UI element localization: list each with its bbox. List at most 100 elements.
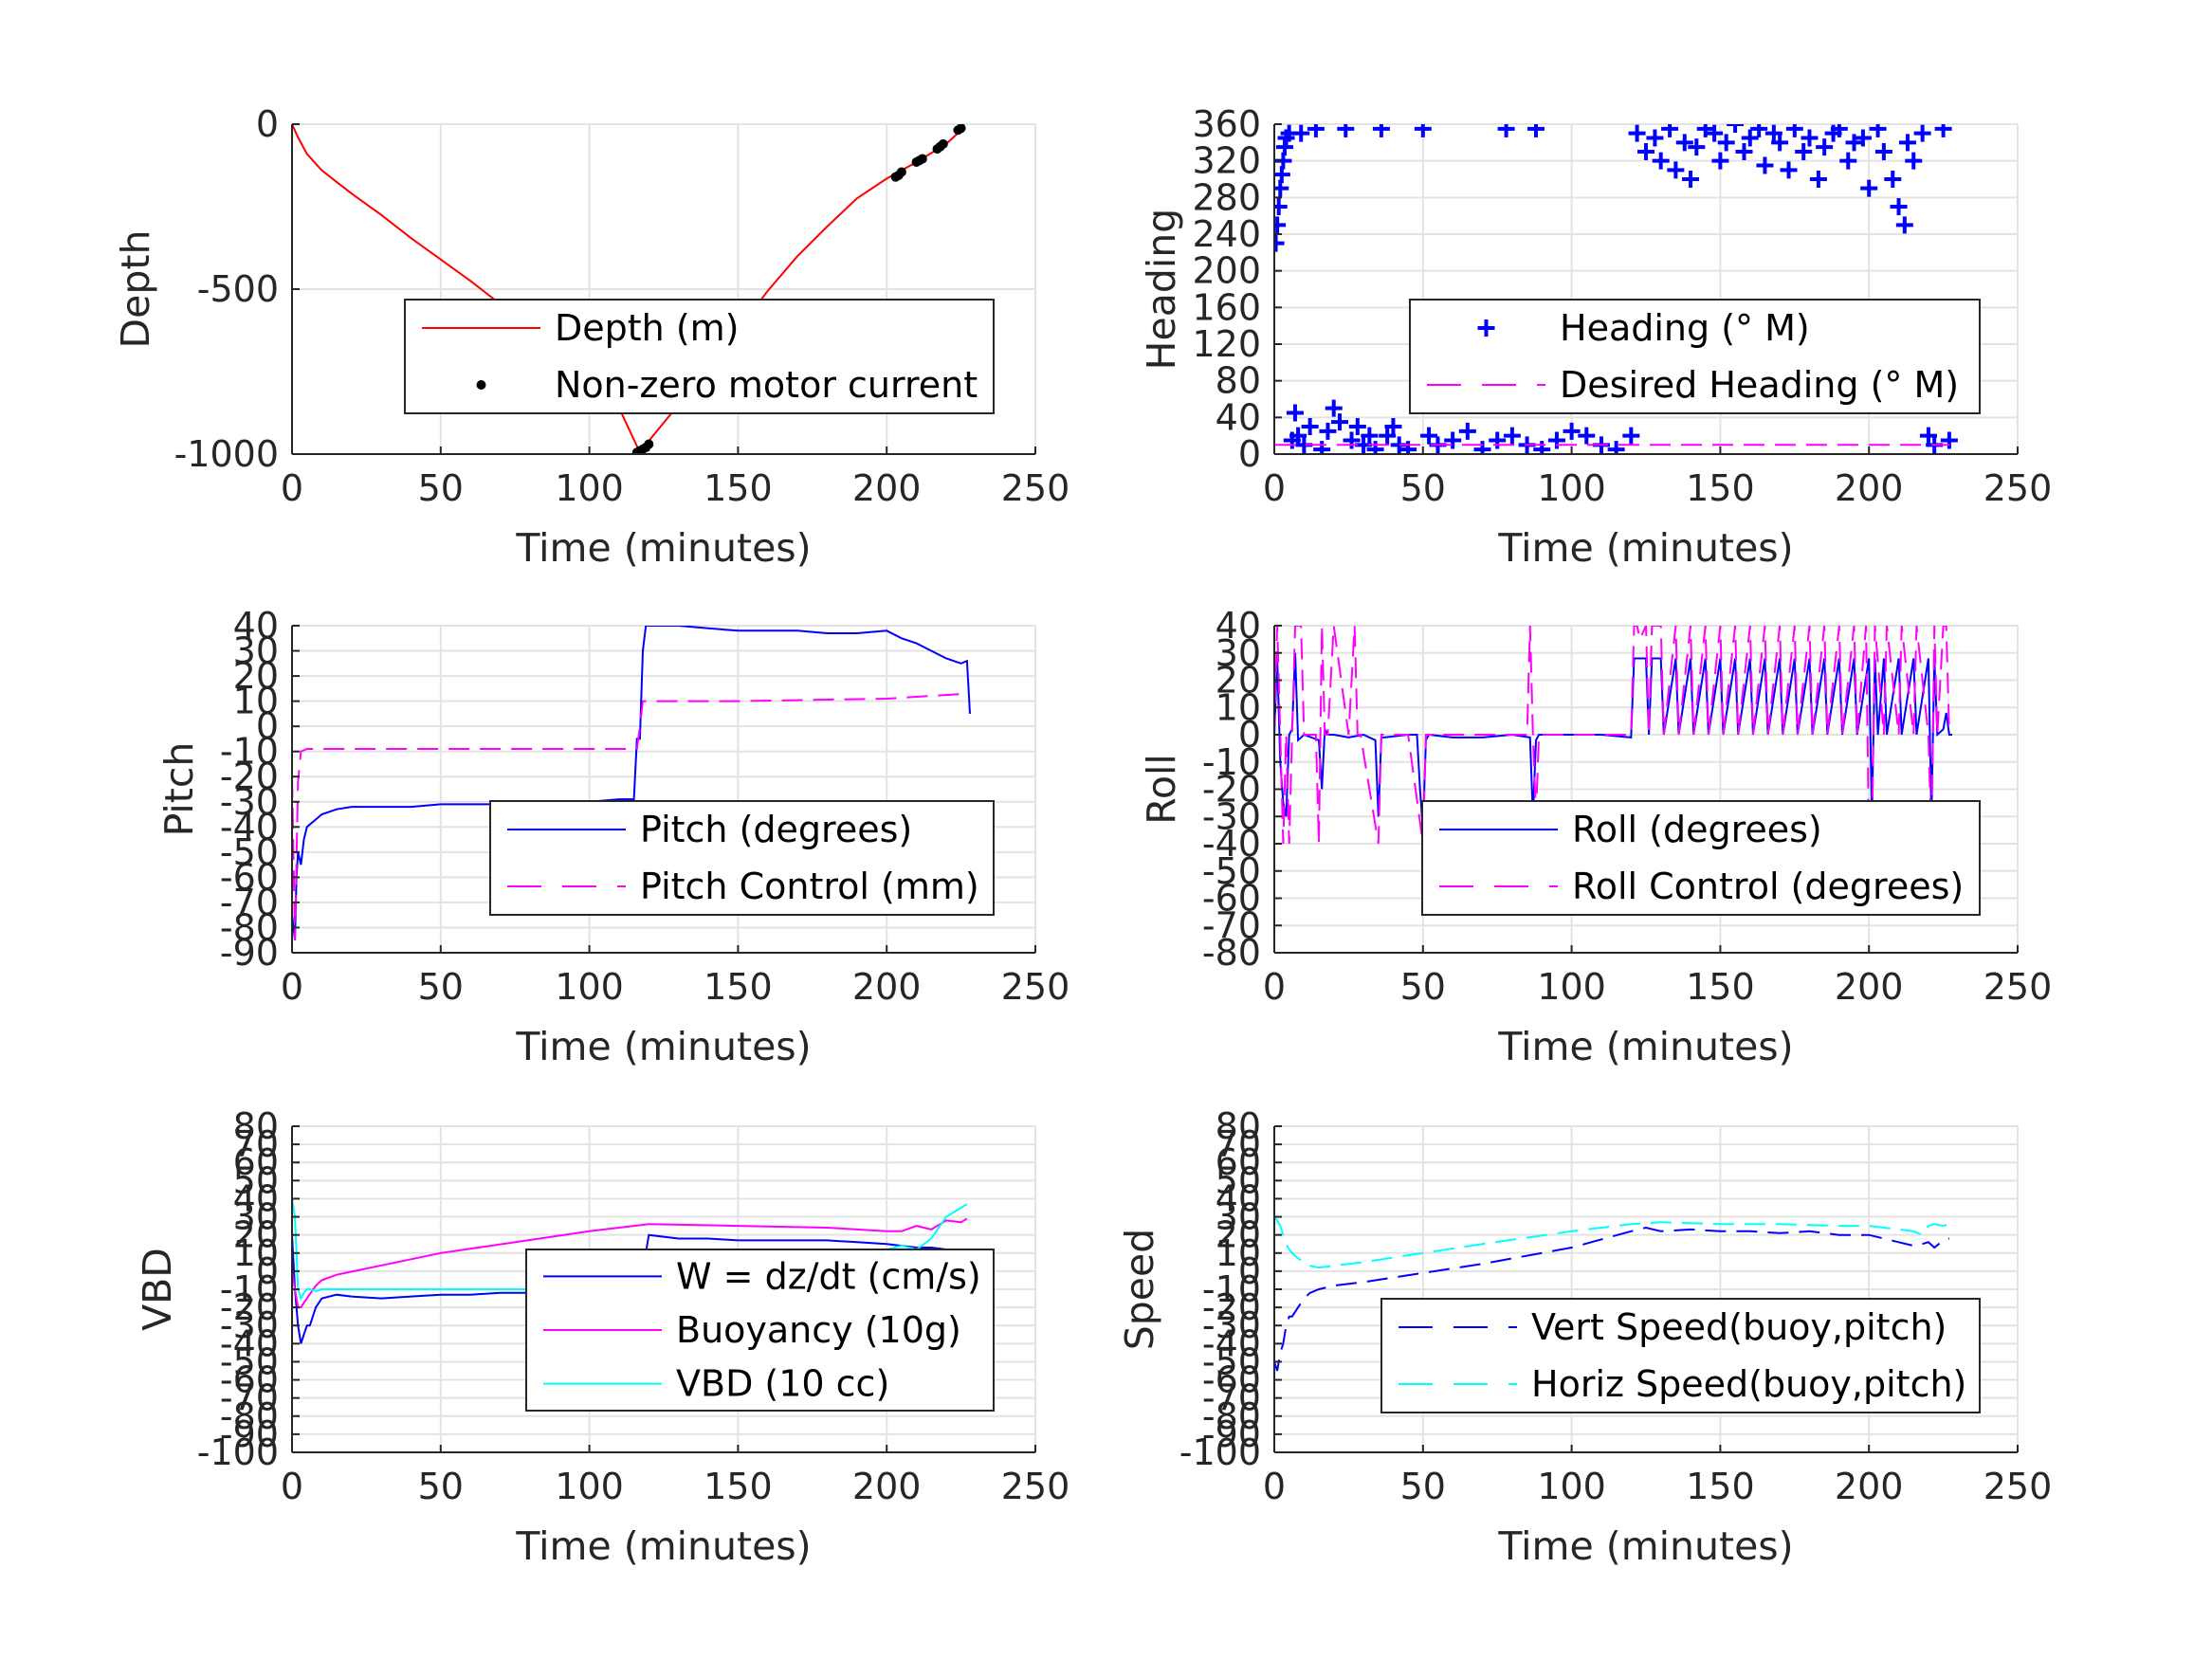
heading-point (1637, 143, 1654, 160)
x-axis-label: Time (minutes) (515, 1523, 811, 1569)
x-tick-label: 50 (418, 1466, 464, 1507)
heading-point (1898, 134, 1916, 152)
y-tick-label: 200 (1192, 250, 1261, 292)
heading-point (1274, 198, 1288, 215)
y-tick-label: 20 (233, 1214, 279, 1256)
x-tick-label: 0 (281, 1466, 303, 1507)
heading-point (1563, 422, 1581, 440)
y-tick-label: 40 (233, 1177, 279, 1219)
x-axis-label: Time (minutes) (1497, 1523, 1793, 1569)
x-tick-label: 0 (281, 467, 303, 509)
heading-point (1845, 134, 1863, 152)
heading-point (1274, 216, 1287, 234)
y-tick-label: -40 (220, 1322, 279, 1364)
heading-point (1444, 431, 1462, 449)
y-tick-label: -70 (1202, 1377, 1261, 1419)
heading-point (1874, 143, 1892, 160)
x-tick-label: 50 (1400, 966, 1446, 1008)
x-tick-label: 50 (418, 966, 464, 1008)
y-tick-label: -50 (1202, 1340, 1261, 1382)
heading-point (1289, 427, 1307, 445)
y-tick-label: -50 (220, 1340, 279, 1382)
subplot-2: 0 50 100 150 200 2500408012016020024028032036… (1139, 103, 2052, 571)
y-tick-label: -70 (220, 882, 279, 923)
subplot-3: 0 50 100 150 200 250403020100-10-20-30-40-50-… (156, 605, 1069, 1069)
y-tick-label: 20 (1216, 1214, 1261, 1256)
y-tick-label: 70 (1216, 1123, 1261, 1165)
heading-point (1607, 441, 1625, 454)
x-tick-label: 250 (1983, 1466, 2053, 1507)
y-tick-label: -30 (1202, 1304, 1261, 1346)
legend-box (1409, 299, 1981, 414)
heading-point (1780, 161, 1798, 179)
heading-point (1313, 441, 1331, 454)
y-tick-label: -10 (1202, 741, 1261, 783)
legend-label: Heading (° M) (1560, 307, 1810, 349)
legend-label: Non-zero motor current (555, 364, 978, 406)
y-tick-label: -30 (1202, 795, 1261, 837)
legend-label: Vert Speed(buoy,pitch) (1531, 1306, 1947, 1348)
y-tick-label: -20 (1202, 1286, 1261, 1328)
y-tick-label: -80 (220, 906, 279, 948)
heading-point (1809, 171, 1827, 188)
x-tick-label: 50 (418, 467, 464, 509)
y-tick-label: -60 (1202, 878, 1261, 920)
x-axis-label: Time (minutes) (515, 525, 811, 571)
heading-point (1741, 129, 1759, 147)
x-tick-label: 0 (1263, 467, 1286, 509)
heading-point (1735, 143, 1753, 160)
y-tick-label: -20 (220, 1286, 279, 1328)
heading-point (1816, 138, 1834, 156)
y-tick-label: -90 (220, 932, 279, 974)
heading-point (1420, 427, 1438, 445)
y-tick-label: -40 (220, 806, 279, 848)
y-tick-label: 80 (1216, 1105, 1261, 1147)
legend-box (404, 299, 995, 414)
plot-area (292, 626, 971, 940)
y-tick-label: 0 (256, 103, 279, 145)
y-tick-label: 0 (1238, 714, 1261, 756)
x-tick-label: 250 (1983, 966, 2053, 1008)
legend: Vert Speed(buoy,pitch) Horiz Speed(buoy,p… (1380, 1298, 1981, 1413)
y-tick-label: 50 (233, 1159, 279, 1201)
y-tick-label: -80 (1202, 932, 1261, 974)
heading-point (1646, 129, 1664, 147)
x-tick-label: 150 (1686, 467, 1755, 509)
heading-point (1379, 427, 1397, 445)
heading-point (1839, 152, 1857, 170)
heading-point (1801, 129, 1819, 147)
y-tick-label: -100 (197, 1431, 279, 1473)
x-tick-label: 100 (1537, 1466, 1606, 1507)
y-tick-label: -500 (197, 268, 279, 310)
x-tick-label: 250 (1001, 1466, 1070, 1507)
legend-box (489, 800, 995, 916)
y-tick-label: -70 (1202, 904, 1261, 946)
heading-point (1940, 431, 1958, 449)
x-axis-label: Time (minutes) (515, 1024, 811, 1069)
heading-point (1533, 441, 1551, 454)
y-tick-label: -100 (1179, 1431, 1261, 1473)
heading-point (1292, 124, 1310, 142)
subplot-5: 0 50 100 150 200 25080706050403020100-10-20-3… (135, 1105, 1069, 1569)
y-tick-label: 0 (256, 705, 279, 747)
heading-point (1361, 427, 1379, 445)
motor-current-point (956, 124, 966, 134)
y-tick-label: 240 (1192, 213, 1261, 255)
series-2-line (292, 1217, 968, 1309)
x-tick-label: 250 (1983, 467, 2053, 509)
y-tick-label: 10 (1216, 1232, 1261, 1274)
y-tick-label: 80 (1216, 360, 1261, 402)
x-tick-label: 200 (852, 1466, 922, 1507)
heading-point (1706, 124, 1724, 142)
heading-point (1343, 431, 1361, 449)
heading-point (1325, 399, 1343, 417)
heading-point (1526, 124, 1545, 137)
heading-point (1399, 441, 1417, 454)
heading-point (1696, 124, 1714, 137)
y-tick-label: 160 (1192, 286, 1261, 328)
heading-point (1717, 134, 1735, 152)
y-axis-label: Depth (113, 230, 158, 349)
legend-swatch (476, 380, 486, 390)
y-tick-label: -80 (220, 1395, 279, 1437)
motor-current-point (917, 154, 927, 164)
